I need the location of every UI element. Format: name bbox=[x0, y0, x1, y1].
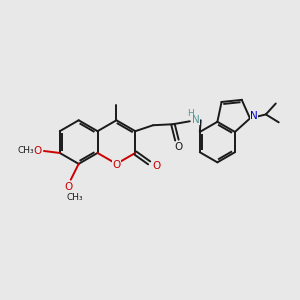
Text: N: N bbox=[250, 111, 258, 122]
Text: CH₃: CH₃ bbox=[18, 146, 34, 155]
Text: O: O bbox=[175, 142, 183, 152]
Text: O: O bbox=[64, 182, 73, 192]
Text: N: N bbox=[192, 115, 200, 125]
Text: O: O bbox=[112, 160, 121, 170]
Text: H: H bbox=[188, 109, 194, 118]
Text: O: O bbox=[34, 146, 42, 156]
Text: CH₃: CH₃ bbox=[66, 193, 83, 202]
Text: O: O bbox=[152, 161, 160, 171]
